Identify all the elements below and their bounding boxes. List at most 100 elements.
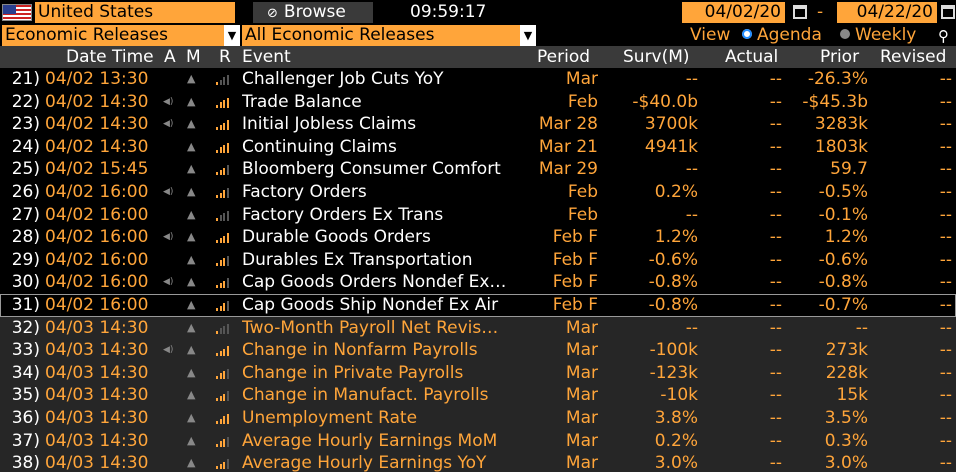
alert-bell-icon[interactable]: ▲ (187, 117, 196, 131)
row-number[interactable]: 30) (11, 272, 40, 293)
row-event[interactable]: Unemployment Rate (242, 407, 418, 428)
row-number[interactable]: 34) (11, 362, 40, 383)
alert-bell-icon[interactable]: ▲ (187, 94, 196, 108)
col-survey[interactable]: Surv(M) (623, 47, 690, 67)
row-event[interactable]: Continuing Claims (242, 136, 397, 157)
alert-bell-icon[interactable]: ▲ (187, 410, 196, 424)
alert-bell-icon[interactable]: ▲ (187, 207, 196, 221)
row-number[interactable]: 37) (11, 430, 40, 451)
view-agenda-radio[interactable]: Agenda (742, 25, 822, 46)
table-row[interactable]: 27) 04/02 16:00 ▲ Factory Orders Ex Trans Fe… (0, 204, 956, 227)
alert-bell-icon[interactable]: ▲ (187, 343, 196, 357)
table-row[interactable]: 38) 04/03 14:30 ▲ Average Hourly Earnings Y… (0, 452, 956, 472)
row-event[interactable]: Change in Manufact. Payrolls (242, 385, 489, 406)
col-actual[interactable]: Actual (725, 47, 779, 67)
browse-button[interactable]: ⊘ Browse (253, 2, 373, 23)
col-datetime[interactable]: Date Time (66, 47, 154, 67)
alert-bell-icon[interactable]: ▲ (187, 275, 196, 289)
col-market[interactable]: M (186, 47, 201, 67)
table-row[interactable]: 29) 04/02 16:00 ▲ Durables Ex Transportatio… (0, 249, 956, 272)
alert-bell-icon[interactable]: ▲ (187, 72, 196, 85)
col-period[interactable]: Period (537, 47, 591, 67)
row-number[interactable]: 28) (11, 227, 40, 248)
row-number[interactable]: 22) (11, 91, 40, 112)
table-row[interactable]: 36) 04/03 14:30 ▲ Unemployment Rate Mar 3.8% -… (0, 406, 956, 430)
table-row[interactable]: 21) 04/02 13:30 ▲ Challenger Job Cuts YoY Ma… (0, 68, 956, 91)
col-prior[interactable]: Prior (820, 47, 860, 67)
table-row[interactable]: 30) 04/02 16:00 ◀) ▲ Cap Goods Orders Nondef… (0, 271, 956, 294)
row-number[interactable]: 23) (11, 114, 40, 135)
row-revised: -- (939, 114, 952, 135)
release-set-select[interactable]: All Economic Releases (242, 25, 520, 46)
row-event[interactable]: Factory Orders (242, 181, 367, 202)
row-event[interactable]: Change in Nonfarm Payrolls (242, 340, 478, 361)
alert-bell-icon[interactable]: ▲ (187, 162, 196, 176)
table-row[interactable]: 24) 04/02 14:30 ▲ Continuing Claims Mar 21 49… (0, 136, 956, 159)
row-actual: -- (769, 272, 782, 293)
release-set-dropdown-icon[interactable]: ▼ (520, 25, 536, 46)
alert-bell-icon[interactable]: ▲ (187, 365, 196, 379)
row-event[interactable]: Factory Orders Ex Trans (242, 204, 444, 225)
row-event[interactable]: Change in Private Payrolls (242, 362, 464, 383)
row-event[interactable]: Average Hourly Earnings YoY (242, 453, 487, 472)
row-number[interactable]: 26) (11, 181, 40, 202)
alert-bell-icon[interactable]: ▲ (187, 139, 196, 153)
start-calendar-icon[interactable] (793, 5, 807, 19)
alert-bell-icon[interactable]: ▲ (187, 433, 196, 447)
row-number[interactable]: 35) (11, 385, 40, 406)
row-event[interactable]: Cap Goods Ship Nondef Ex Air (242, 294, 499, 315)
row-number[interactable]: 38) (11, 453, 40, 472)
table-row[interactable]: 23) 04/02 14:30 ◀) ▲ Initial Jobless Claims M… (0, 113, 956, 136)
col-event[interactable]: Event (242, 47, 291, 67)
row-event[interactable]: Bloomberg Consumer Comfort (242, 159, 501, 180)
table-row[interactable]: 32) 04/03 14:30 ▲ Two-Month Payroll Net Rev… (0, 316, 956, 340)
row-number[interactable]: 25) (11, 159, 40, 180)
row-number[interactable]: 32) (11, 317, 40, 338)
row-event[interactable]: Challenger Job Cuts YoY (242, 69, 444, 89)
search-icon[interactable]: ⚲ (938, 27, 949, 45)
row-event[interactable]: Initial Jobless Claims (242, 114, 417, 135)
start-date-input[interactable]: 04/02/20 (682, 2, 785, 23)
alert-bell-icon[interactable]: ▲ (187, 456, 196, 470)
end-calendar-icon[interactable] (941, 5, 955, 19)
col-alert[interactable]: A (164, 47, 176, 67)
col-revised[interactable]: Revised (880, 47, 947, 67)
table-row[interactable]: 26) 04/02 16:00 ◀) ▲ Factory Orders Feb 0.2% --… (0, 181, 956, 204)
table-row[interactable]: 28) 04/02 16:00 ◀) ▲ Durable Goods Orders Feb… (0, 226, 956, 249)
table-row[interactable]: 25) 04/02 15:45 ▲ Bloomberg Consumer Comfor… (0, 158, 956, 181)
row-event[interactable]: Cap Goods Orders Nondef Ex… (242, 272, 507, 293)
row-event[interactable]: Trade Balance (242, 91, 362, 112)
row-number[interactable]: 33) (11, 340, 40, 361)
row-number[interactable]: 24) (11, 136, 40, 157)
table-row[interactable]: 35) 04/03 14:30 ▲ Change in Manufact. Payro… (0, 384, 956, 407)
row-event[interactable]: Durable Goods Orders (242, 227, 431, 248)
row-number[interactable]: 21) (11, 69, 40, 89)
row-revised: -- (939, 317, 952, 338)
end-date-input[interactable]: 04/22/20 (837, 2, 937, 23)
view-weekly-radio[interactable]: Weekly (840, 25, 916, 46)
table-row[interactable]: 22) 04/02 14:30 ◀) ▲ Trade Balance Feb -$40.0b… (0, 91, 956, 114)
country-field[interactable]: United States (35, 2, 235, 23)
alert-bell-icon[interactable]: ▲ (187, 230, 196, 244)
table-row[interactable]: 34) 04/03 14:30 ▲ Change in Private Payroll… (0, 361, 956, 385)
row-event[interactable]: Average Hourly Earnings MoM (242, 430, 498, 451)
row-number[interactable]: 36) (11, 407, 40, 428)
category-select[interactable]: Economic Releases (2, 25, 224, 46)
row-event[interactable]: Two-Month Payroll Net Revis… (242, 317, 499, 338)
table-row[interactable]: 37) 04/03 14:30 ▲ Average Hourly Earnings M… (0, 429, 956, 453)
alert-bell-icon[interactable]: ▲ (187, 184, 196, 198)
row-number[interactable]: 31) (11, 294, 40, 315)
row-event[interactable]: Durables Ex Transportation (242, 249, 473, 270)
row-number[interactable]: 29) (11, 249, 40, 270)
table-row[interactable]: 31) 04/02 16:00 ▲ Cap Goods Ship Nondef Ex … (0, 294, 956, 317)
category-dropdown-icon[interactable]: ▼ (224, 25, 240, 46)
date-range-separator: - (817, 2, 824, 22)
alert-bell-icon[interactable]: ▲ (187, 252, 196, 266)
alert-bell-icon[interactable]: ▲ (187, 320, 196, 334)
row-survey: 3.8% (654, 407, 698, 428)
table-row[interactable]: 33) 04/03 14:30 ◀) ▲ Change in Nonfarm Payro… (0, 339, 956, 362)
col-relevance[interactable]: R (219, 47, 231, 67)
alert-bell-icon[interactable]: ▲ (187, 388, 196, 402)
alert-bell-icon[interactable]: ▲ (187, 297, 196, 311)
row-number[interactable]: 27) (11, 204, 40, 225)
